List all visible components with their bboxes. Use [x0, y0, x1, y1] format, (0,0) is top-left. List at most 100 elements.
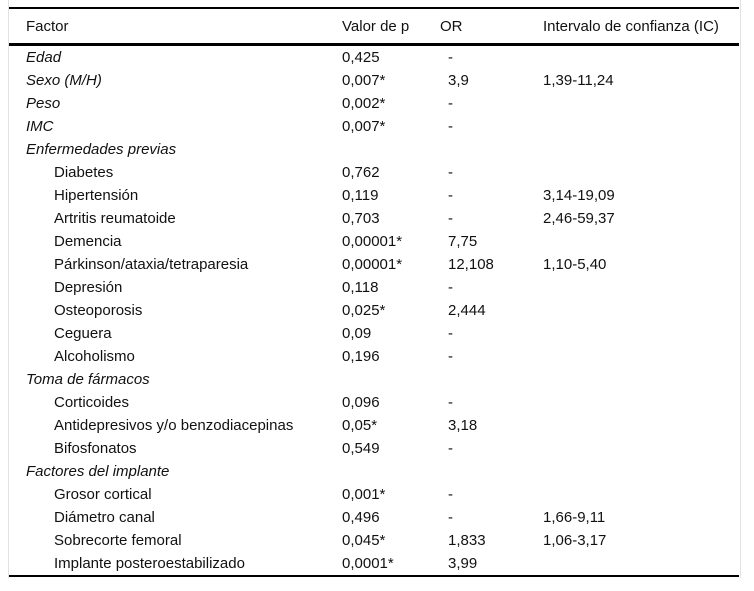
p-value-cell: 0,0001* [342, 555, 394, 572]
risk-factors-table: Factor Valor de p OR Intervalo de confia… [9, 7, 739, 577]
or-cell: - [448, 394, 453, 411]
column-header-p-value: Valor de p [342, 8, 440, 46]
confidence-interval-cell [543, 276, 739, 299]
table-row: IMC 0,007* - [9, 115, 739, 138]
or-cell: 12,108 [448, 256, 494, 273]
confidence-interval-cell [543, 460, 739, 483]
column-header-or: OR [440, 8, 543, 46]
confidence-interval-cell: 1,06-3,17 [543, 532, 607, 549]
factor-cell: Sobrecorte femoral [54, 532, 182, 549]
or-cell: - [448, 187, 453, 204]
table-frame: Factor Valor de p OR Intervalo de confia… [8, 0, 741, 578]
or-cell: - [448, 49, 453, 66]
confidence-interval-cell [543, 552, 739, 576]
table-row: Diámetro canal 0,496 - 1,66-9,11 [9, 506, 739, 529]
confidence-interval-cell: 1,39-11,24 [543, 72, 614, 89]
p-value-cell: 0,05* [342, 417, 378, 434]
factor-cell: Sexo (M/H) [26, 72, 102, 89]
table-row: Sobrecorte femoral 0,045* 1,833 1,06-3,17 [9, 529, 739, 552]
p-value-cell: 0,00001* [342, 256, 403, 273]
confidence-interval-cell [543, 368, 739, 391]
column-header-confidence-interval: Intervalo de confianza (IC) [543, 8, 739, 46]
p-value-cell: 0,703 [342, 210, 380, 227]
or-cell: - [448, 210, 453, 227]
or-cell: 7,75 [448, 233, 478, 250]
confidence-interval-cell: 2,46-59,37 [543, 210, 615, 227]
factor-cell: Diámetro canal [54, 509, 155, 526]
table-row: Corticoides 0,096 - [9, 391, 739, 414]
factor-cell: Osteoporosis [54, 302, 143, 319]
table-row: Depresión 0,118 - [9, 276, 739, 299]
or-cell: - [448, 164, 453, 181]
p-value-cell: 0,762 [342, 164, 380, 181]
column-header-factor: Factor [9, 8, 342, 46]
factor-cell: Demencia [54, 233, 122, 250]
or-cell: 3,99 [448, 555, 478, 572]
p-value-cell: 0,001* [342, 486, 386, 503]
factor-cell: Diabetes [54, 164, 114, 181]
confidence-interval-cell: 1,10-5,40 [543, 256, 607, 273]
table-row: Hipertensión 0,119 - 3,14-19,09 [9, 184, 739, 207]
or-cell: 1,833 [448, 532, 486, 549]
or-cell [440, 460, 543, 483]
factor-cell: Depresión [54, 279, 123, 296]
p-value-cell: 0,196 [342, 348, 380, 365]
confidence-interval-cell: 3,14-19,09 [543, 187, 615, 204]
factor-cell: Peso [26, 95, 61, 112]
confidence-interval-cell [543, 414, 739, 437]
table-row: Artritis reumatoide 0,703 - 2,46-59,37 [9, 207, 739, 230]
factor-cell: Toma de fármacos [26, 371, 150, 388]
factor-cell: Corticoides [54, 394, 130, 411]
factor-cell: Factores del implante [26, 463, 170, 480]
p-value-cell: 0,00001* [342, 233, 403, 250]
confidence-interval-cell [543, 345, 739, 368]
confidence-interval-cell [543, 92, 739, 115]
confidence-interval-cell [543, 138, 739, 161]
section-row: Enfermedades previas [9, 138, 739, 161]
or-cell: - [448, 95, 453, 112]
or-cell [440, 138, 543, 161]
table-row: Osteoporosis 0,025* 2,444 [9, 299, 739, 322]
or-cell: - [448, 348, 453, 365]
table-row: Grosor cortical 0,001* - [9, 483, 739, 506]
p-value-cell: 0,045* [342, 532, 386, 549]
or-cell: - [448, 118, 453, 135]
table-row: Peso 0,002* - [9, 92, 739, 115]
table-row: Edad 0,425 - [9, 45, 739, 70]
p-value-cell: 0,549 [342, 440, 380, 457]
factor-cell: Grosor cortical [54, 486, 152, 503]
factor-cell: Edad [26, 49, 62, 66]
or-cell [440, 368, 543, 391]
confidence-interval-cell [543, 437, 739, 460]
factor-cell: Párkinson/ataxia/tetraparesia [54, 256, 249, 273]
table-row: Diabetes 0,762 - [9, 161, 739, 184]
section-row: Factores del implante [9, 460, 739, 483]
confidence-interval-cell [543, 115, 739, 138]
table-row: Antidepresivos y/o benzodiacepinas 0,05* 3… [9, 414, 739, 437]
factor-cell: Bifosfonatos [54, 440, 137, 457]
table-row: Demencia 0,00001* 7,75 [9, 230, 739, 253]
p-value-cell: 0,025* [342, 302, 386, 319]
table-row: Alcoholismo 0,196 - [9, 345, 739, 368]
confidence-interval-cell [543, 45, 739, 70]
or-cell: 2,444 [448, 302, 486, 319]
or-cell: - [448, 279, 453, 296]
table-row: Párkinson/ataxia/tetraparesia 0,00001* 12,… [9, 253, 739, 276]
p-value-cell: 0,118 [342, 279, 379, 296]
confidence-interval-cell [543, 299, 739, 322]
or-cell: 3,9 [448, 72, 469, 89]
table-row: Ceguera 0,09 - [9, 322, 739, 345]
factor-cell: Enfermedades previas [26, 141, 177, 158]
p-value-cell [342, 138, 440, 161]
p-value-cell: 0,425 [342, 49, 380, 66]
section-row: Toma de fármacos [9, 368, 739, 391]
factor-cell: Ceguera [54, 325, 112, 342]
factor-cell: IMC [26, 118, 54, 135]
factor-cell: Implante posteroestabilizado [54, 555, 245, 572]
factor-cell: Antidepresivos y/o benzodiacepinas [54, 417, 294, 434]
table-body: Edad 0,425 - Sexo (M/H) 0,007* 3,9 1,39-11,24 P… [9, 45, 739, 577]
factor-cell: Alcoholismo [54, 348, 135, 365]
factor-cell: Hipertensión [54, 187, 139, 204]
or-cell: - [448, 325, 453, 342]
